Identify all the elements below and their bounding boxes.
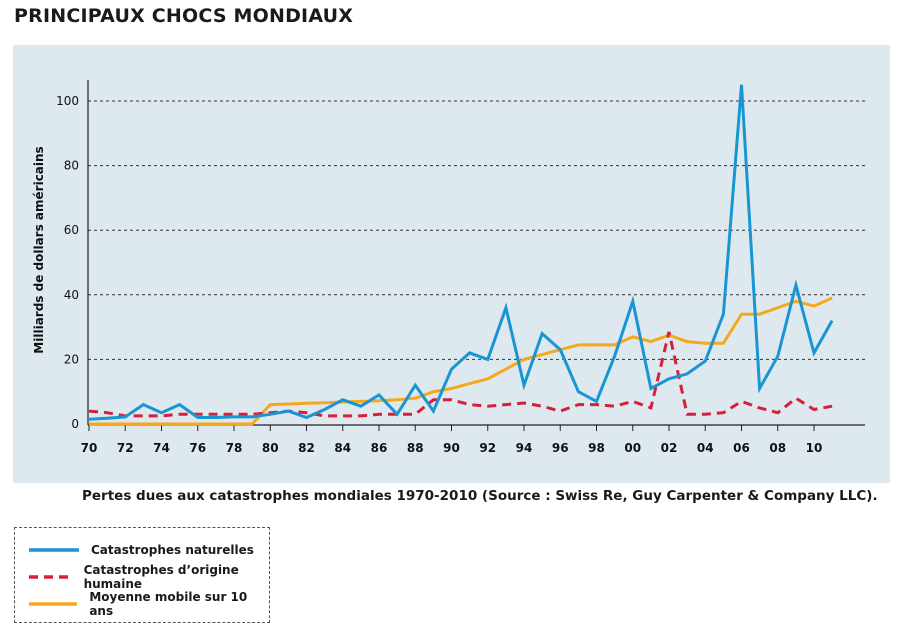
- x-tick-label: 96: [552, 441, 569, 455]
- legend: Catastrophes naturelles Catastrophes d’o…: [14, 527, 270, 623]
- x-tick-label: 04: [697, 441, 714, 455]
- x-tick-label: 86: [371, 441, 388, 455]
- x-tick-label: 92: [479, 441, 496, 455]
- y-axis-label: Milliards de dollars américains: [32, 146, 46, 353]
- series-line-human: [88, 331, 833, 418]
- x-tick-label: 00: [624, 441, 641, 455]
- chart-caption: Pertes dues aux catastrophes mondiales 1…: [82, 488, 878, 504]
- legend-item-human: Catastrophes d’origine humaine: [29, 563, 269, 591]
- y-tick-label: 60: [64, 223, 79, 237]
- x-tick-label: 98: [588, 441, 605, 455]
- x-tick-label: 10: [806, 441, 823, 455]
- x-tick-label: 88: [407, 441, 424, 455]
- legend-item-average: Moyenne mobile sur 10 ans: [29, 590, 269, 618]
- x-tick-label: 90: [443, 441, 460, 455]
- series-line-average: [89, 296, 833, 426]
- x-tick-label: 70: [81, 441, 98, 455]
- x-tick-label: 76: [189, 441, 206, 455]
- legend-label-average: Moyenne mobile sur 10 ans: [89, 590, 248, 618]
- x-tick-label: 02: [661, 441, 678, 455]
- legend-item-natural: Catastrophes naturelles: [29, 541, 254, 559]
- x-tick-label: 84: [334, 441, 351, 455]
- y-tick-label: 0: [71, 417, 79, 431]
- x-tick-label: 06: [733, 441, 750, 455]
- x-tick-label: 74: [153, 441, 170, 455]
- legend-label-human: Catastrophes d’origine humaine: [83, 563, 239, 591]
- y-tick-label: 80: [64, 159, 79, 173]
- x-tick-label: 82: [298, 441, 315, 455]
- y-tick-label: 40: [64, 288, 79, 302]
- series-line-natural: [88, 84, 834, 421]
- x-tick-label: 94: [516, 441, 533, 455]
- legend-label-natural: Catastrophes naturelles: [91, 543, 254, 557]
- x-tick-label: 72: [117, 441, 134, 455]
- y-tick-label: 100: [56, 94, 79, 108]
- y-tick-label: 20: [64, 352, 79, 366]
- chart-title: PRINCIPAUX CHOCS MONDIAUX: [14, 5, 354, 27]
- x-tick-label: 80: [262, 441, 279, 455]
- x-tick-label: 78: [226, 441, 243, 455]
- x-tick-label: 08: [769, 441, 786, 455]
